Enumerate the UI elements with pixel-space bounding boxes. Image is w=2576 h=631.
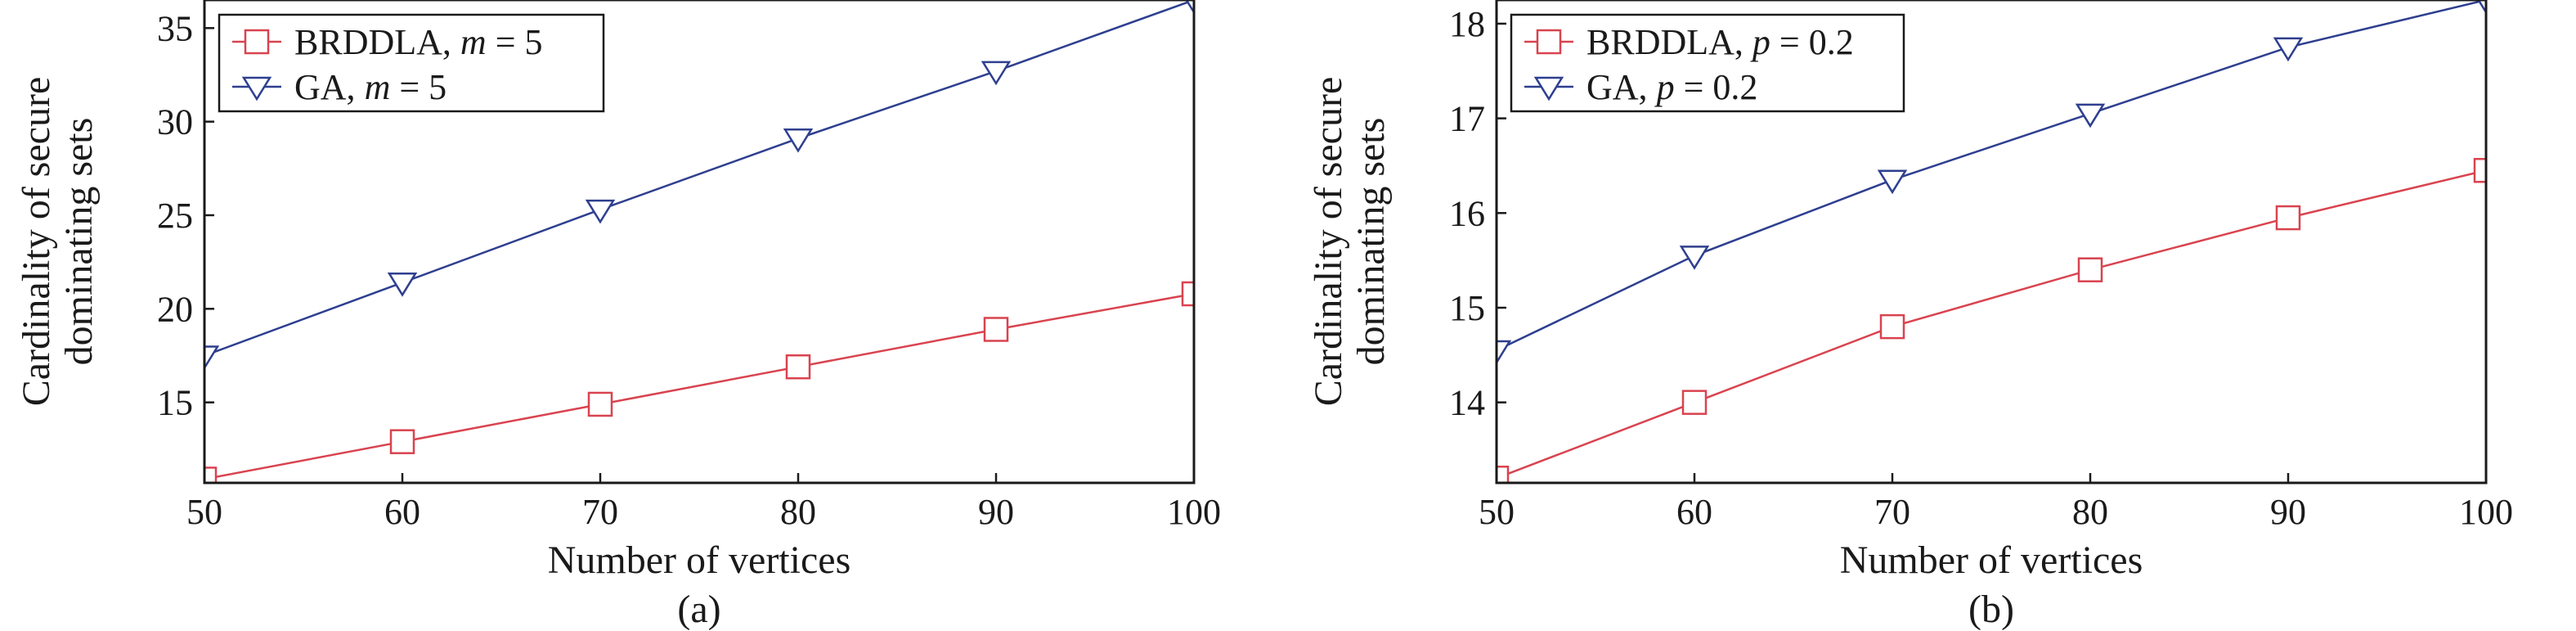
x-tick-label: 80 <box>780 492 816 532</box>
legend-label-value: = 0.2 <box>1675 67 1758 107</box>
legend-label-param: p <box>1750 22 1770 62</box>
y-axis-title-line: dominating sets <box>57 118 101 366</box>
data-point <box>1185 0 1194 15</box>
y-tick-label: 16 <box>1449 193 1485 233</box>
chart-panel-a: 50 60 70 80 90 100 15 20 25 30 35 Number of vertice… <box>15 0 1221 631</box>
chart-panel-b: 50 60 70 80 90 100 14 15 16 17 18 Number of vertice… <box>1307 0 2513 631</box>
y-tick-label: 35 <box>157 8 193 48</box>
plot-frame <box>1495 0 2488 485</box>
legend-label-value: = 5 <box>487 22 543 62</box>
legend-label-name: BRDDLA, <box>294 22 460 62</box>
legend-label: BRDDLA, p = 0.2 <box>1586 22 1854 62</box>
panel-caption: (a) <box>677 588 720 631</box>
data-point <box>785 354 811 380</box>
data-point <box>2273 37 2304 62</box>
data-point <box>1181 281 1194 307</box>
y-tick-label: 20 <box>157 289 193 329</box>
data-point <box>981 61 1012 86</box>
x-tick-label: 60 <box>384 492 420 532</box>
legend-label-name: GA, <box>294 67 365 107</box>
x-tick-label: 50 <box>1479 492 1515 532</box>
data-point <box>1497 465 1510 483</box>
data-point <box>1681 390 1708 415</box>
legend-label-param: m <box>365 67 391 107</box>
data-point <box>2473 157 2486 183</box>
data-point <box>1877 169 1908 195</box>
legend-box <box>1510 13 1905 113</box>
series-line <box>1497 0 2486 352</box>
legend-label-name: GA, <box>1586 67 1657 107</box>
x-axis-title: Number of vertices <box>1840 539 2143 582</box>
y-axis-title: Cardinality of securedominating sets <box>15 77 101 407</box>
series-triangle-down <box>204 0 1194 370</box>
data-point <box>585 199 616 224</box>
y-axis-title-line: dominating sets <box>1349 118 1393 366</box>
panel-caption: (b) <box>1968 588 2014 631</box>
x-tick-label: 100 <box>1167 492 1221 532</box>
y-tick-label: 14 <box>1449 383 1485 423</box>
data-point <box>1497 340 1512 365</box>
legend-marker-triangle-down <box>1533 76 1564 101</box>
x-tick-label: 70 <box>1874 492 1910 532</box>
data-point <box>204 345 220 370</box>
data-point <box>2275 205 2301 231</box>
legend-marker-square <box>1536 29 1562 55</box>
x-tick-label: 90 <box>2270 492 2306 532</box>
y-tick-label: 17 <box>1449 99 1485 139</box>
x-tick-label: 80 <box>2072 492 2108 532</box>
data-point <box>1879 313 1905 340</box>
data-point <box>587 391 613 417</box>
x-tick-label: 70 <box>582 492 618 532</box>
y-axis-title-line: Cardinality of secure <box>1307 77 1350 407</box>
series-line <box>204 0 1194 357</box>
legend-label: BRDDLA, m = 5 <box>294 22 543 62</box>
y-tick-label: 30 <box>157 102 193 142</box>
y-axis-title-line: Cardinality of secure <box>15 77 58 407</box>
legend-marker-square <box>244 29 270 55</box>
legend-label-name: BRDDLA, <box>1586 22 1752 62</box>
data-point <box>2075 103 2106 128</box>
data-point <box>1679 246 1710 270</box>
data-point <box>2077 257 2103 282</box>
legend-label: GA, m = 5 <box>294 67 447 107</box>
y-tick-label: 25 <box>157 196 193 236</box>
legend-label-value: = 5 <box>390 67 447 107</box>
legend-box <box>218 13 605 113</box>
data-point <box>2477 0 2486 15</box>
y-axis-title: Cardinality of securedominating sets <box>1307 77 1393 407</box>
legend-label-param: m <box>460 22 487 62</box>
x-tick-label: 50 <box>186 492 222 532</box>
data-point <box>783 128 814 153</box>
series-square <box>1497 157 2486 483</box>
legend-label: GA, p = 0.2 <box>1586 67 1757 107</box>
legend: BRDDLA, m = 5GA, m = 5 <box>218 13 605 113</box>
legend-label-value: = 0.2 <box>1770 22 1854 62</box>
x-axis-title: Number of vertices <box>548 539 851 582</box>
series-line <box>1497 169 2486 480</box>
series-square <box>204 281 1194 483</box>
series-triangle-down <box>1497 0 2486 365</box>
x-tick-label: 100 <box>2459 492 2513 532</box>
data-point <box>983 317 1009 342</box>
x-tick-label: 90 <box>978 492 1014 532</box>
data-point <box>389 429 415 454</box>
legend-marker-triangle-down <box>241 76 272 101</box>
legend-label-param: p <box>1654 67 1675 107</box>
x-tick-label: 60 <box>1676 492 1712 532</box>
y-tick-label: 18 <box>1449 4 1485 44</box>
plot-frame <box>203 0 1196 485</box>
data-point <box>204 466 218 483</box>
series-line <box>204 292 1194 480</box>
legend: BRDDLA, p = 0.2GA, p = 0.2 <box>1510 13 1905 113</box>
y-tick-label: 15 <box>157 383 193 423</box>
data-point <box>387 273 418 297</box>
y-tick-label: 15 <box>1449 288 1485 328</box>
